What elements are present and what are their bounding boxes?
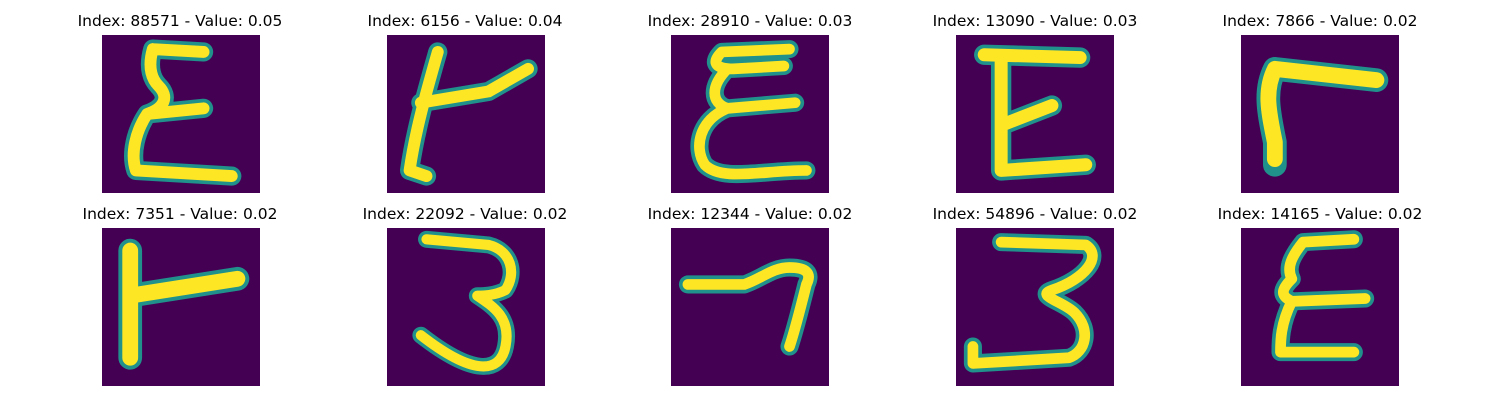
panel-title: Index: 14165 - Value: 0.02	[1217, 205, 1423, 223]
digit-image	[671, 35, 829, 193]
panel-title: Index: 22092 - Value: 0.02	[362, 205, 568, 223]
digit-image	[387, 35, 545, 193]
panel-title: Index: 7866 - Value: 0.02	[1222, 12, 1418, 30]
panel-title: Index: 13090 - Value: 0.03	[932, 12, 1138, 30]
digit-image	[1241, 35, 1399, 193]
digit-image	[387, 228, 545, 386]
panel-title: Index: 6156 - Value: 0.04	[367, 12, 563, 30]
digit-image	[956, 35, 1114, 193]
digit-image	[671, 228, 829, 386]
digit-image	[956, 228, 1114, 386]
panel-title: Index: 7351 - Value: 0.02	[82, 205, 278, 223]
panel-title: Index: 28910 - Value: 0.03	[647, 12, 853, 30]
panel-title: Index: 54896 - Value: 0.02	[932, 205, 1138, 223]
panel-title: Index: 88571 - Value: 0.05	[77, 12, 283, 30]
digit-image	[1241, 228, 1399, 386]
digit-image	[102, 35, 260, 193]
panel-title: Index: 12344 - Value: 0.02	[647, 205, 853, 223]
digit-image	[102, 228, 260, 386]
